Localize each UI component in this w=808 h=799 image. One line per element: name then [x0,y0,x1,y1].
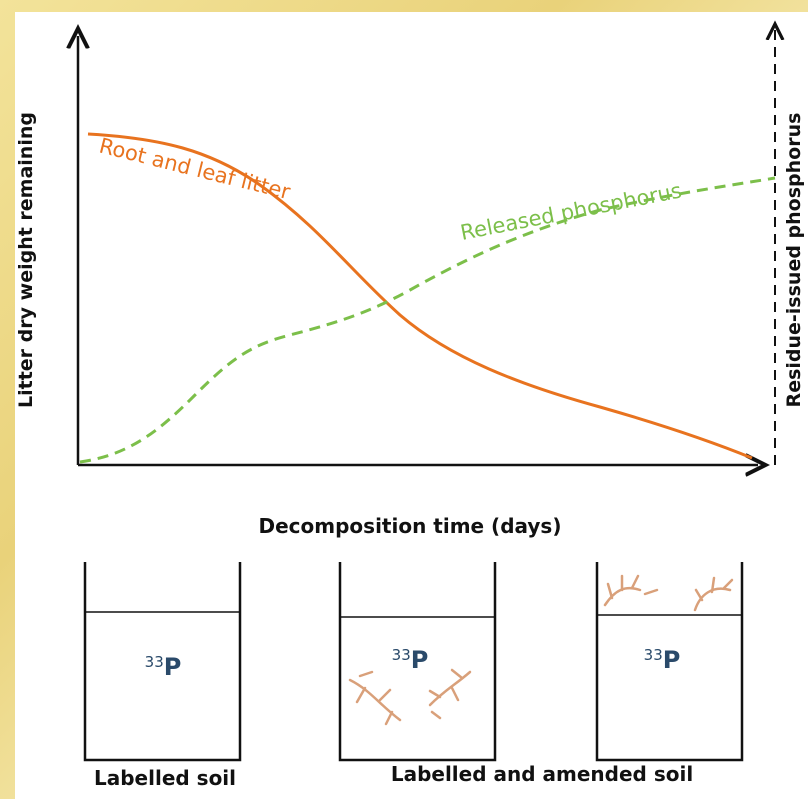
roots [348,574,734,726]
panel [15,12,808,799]
isotope-element: P [411,646,429,674]
isotope-label: 33P [644,646,681,674]
isotope-label: 33P [145,653,182,681]
y2-axis-label: Residue-issued phosphorus [783,113,805,408]
isotope-element: P [663,646,681,674]
isotope-mass: 33 [644,646,663,664]
beakers [83,562,744,762]
caption: Labelled and amended soil [391,762,693,786]
caption: Labelled soil [94,766,236,790]
isotope-element: P [164,653,182,681]
litter-curve [87,132,753,460]
isotope-label: 33P [392,646,429,674]
isotope-mass: 33 [392,646,411,664]
isotope-mass: 33 [145,653,164,671]
x-axis-label: Decomposition time (days) [259,514,562,538]
phosphorus-curve [79,176,776,464]
y-axis-label: Litter dry weight remaining [15,112,37,408]
